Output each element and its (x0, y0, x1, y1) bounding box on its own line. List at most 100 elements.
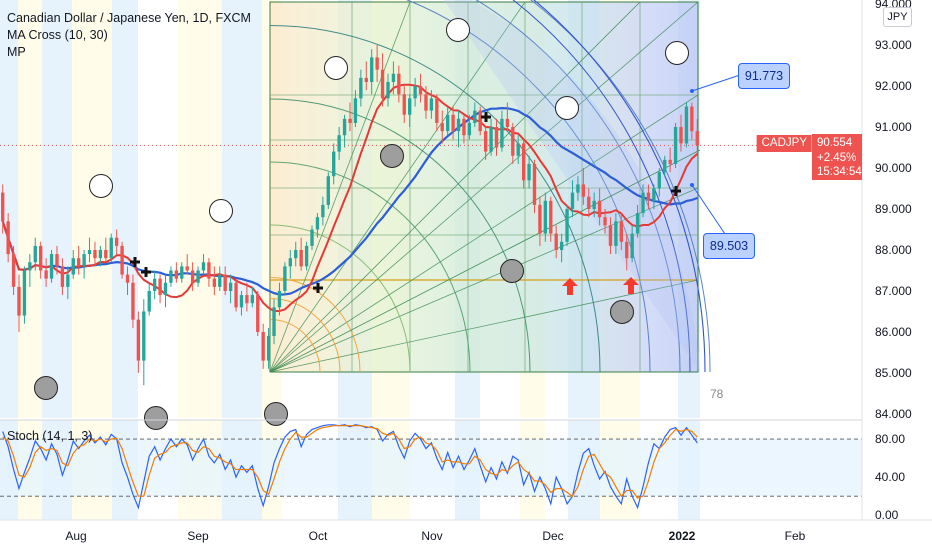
candle-body (228, 282, 233, 291)
marker-circle (500, 259, 524, 283)
stoch-k-line (2, 424, 698, 510)
candle-body (272, 307, 276, 337)
candle-body (342, 118, 347, 136)
candle-body (163, 282, 168, 296)
candle-body (456, 118, 461, 132)
symbol-tag: CADJPY (756, 135, 812, 152)
price-tick-label: 93.000 (875, 38, 912, 52)
currency-badge[interactable]: JPY (883, 7, 912, 27)
bar-countdown: 15:34:54 (817, 166, 862, 178)
price-tick-label: 91.000 (875, 120, 912, 134)
candle-body (98, 249, 103, 259)
gann-arc (405, 0, 651, 373)
candle-body (310, 229, 314, 246)
candle-body (6, 221, 10, 255)
stoch-legend[interactable]: Stoch (14, 1, 3) (7, 429, 93, 443)
candle-body (543, 200, 548, 234)
cross-marker (313, 283, 323, 293)
ma-slow-line (1, 106, 698, 296)
stoch-d-line (2, 425, 698, 499)
gann-fan-line (269, 1, 699, 373)
candle-body (380, 69, 385, 99)
candle-body (190, 270, 195, 283)
callout-connector (691, 184, 726, 235)
candle-body (359, 77, 363, 99)
candle-body (397, 73, 401, 95)
gann-arc (269, 319, 321, 373)
arrow-up-icon (623, 277, 639, 294)
candle-body (532, 163, 537, 205)
marker-circle (555, 96, 579, 120)
candle-body (142, 311, 146, 361)
candle-body (304, 245, 309, 267)
candle-body (283, 266, 287, 291)
candle-body (82, 254, 86, 267)
candle-body (17, 286, 21, 316)
marker-circle (89, 174, 113, 198)
candle-body (277, 290, 282, 308)
candle-body (66, 274, 70, 287)
price-tick-label: 89.000 (875, 202, 912, 216)
candle-body (646, 192, 651, 201)
legend-ma-cross[interactable]: MA Cross (10, 30) (7, 28, 108, 42)
candle-body (326, 176, 330, 205)
gann-arc (269, 98, 531, 373)
candle-body (28, 262, 32, 271)
candle-body (11, 254, 16, 287)
marker-circle (665, 41, 689, 65)
candle-body (554, 233, 558, 250)
candle-body (614, 221, 618, 246)
price-change: +2.45% (817, 151, 857, 164)
time-tick-label: Feb (785, 529, 806, 543)
gann-arc (269, 298, 341, 373)
trend-line (269, 149, 701, 373)
marker-circle (324, 56, 348, 80)
outer-arc (533, 0, 706, 373)
moving-averages (1, 83, 698, 312)
candle-body (288, 258, 292, 267)
candle-body (445, 114, 450, 132)
legend-mp[interactable]: MP (7, 45, 26, 59)
callout-upper[interactable]: 91.773 (738, 63, 790, 89)
callout-connector (691, 74, 741, 92)
price-tick-label: 84.000 (875, 407, 912, 421)
candle-body (435, 98, 439, 123)
candle-body (440, 122, 444, 132)
candle-body (114, 237, 119, 246)
outer-arc (512, 0, 691, 373)
cross-marker (671, 186, 681, 196)
overlay-markers: 78 (34, 18, 724, 430)
candle-body (413, 86, 417, 99)
candle-body (49, 254, 54, 279)
stoch-band (0, 439, 862, 497)
stochastic-pane (0, 419, 862, 510)
candle-body (147, 290, 151, 312)
candle-body (158, 278, 162, 296)
candle-body (125, 274, 130, 283)
candle-body (321, 204, 325, 218)
candle-body (1, 192, 5, 222)
callout-lower[interactable]: 89.503 (703, 233, 755, 259)
arrow-up-icon (562, 278, 578, 295)
candle-body (538, 204, 542, 234)
price-tick-label: 88.000 (875, 243, 912, 257)
candle-body (608, 225, 613, 246)
candle-body (690, 106, 694, 132)
candle-body (418, 86, 423, 95)
candle-body (500, 118, 504, 148)
candle-body (386, 81, 390, 99)
candle-body (332, 151, 336, 177)
candle-body (478, 110, 482, 132)
candle-body (684, 106, 689, 144)
candle-body (652, 188, 656, 201)
chart-title[interactable]: Canadian Dollar / Japanese Yen, 1D, FXCM (7, 11, 251, 25)
candle-body (315, 217, 320, 230)
candle-body (516, 143, 520, 156)
price-tick-label: 90.000 (875, 161, 912, 175)
candle-body (174, 270, 179, 279)
candle-body (391, 73, 396, 82)
gann-fan-line (269, 1, 526, 373)
candle-body (353, 98, 358, 123)
